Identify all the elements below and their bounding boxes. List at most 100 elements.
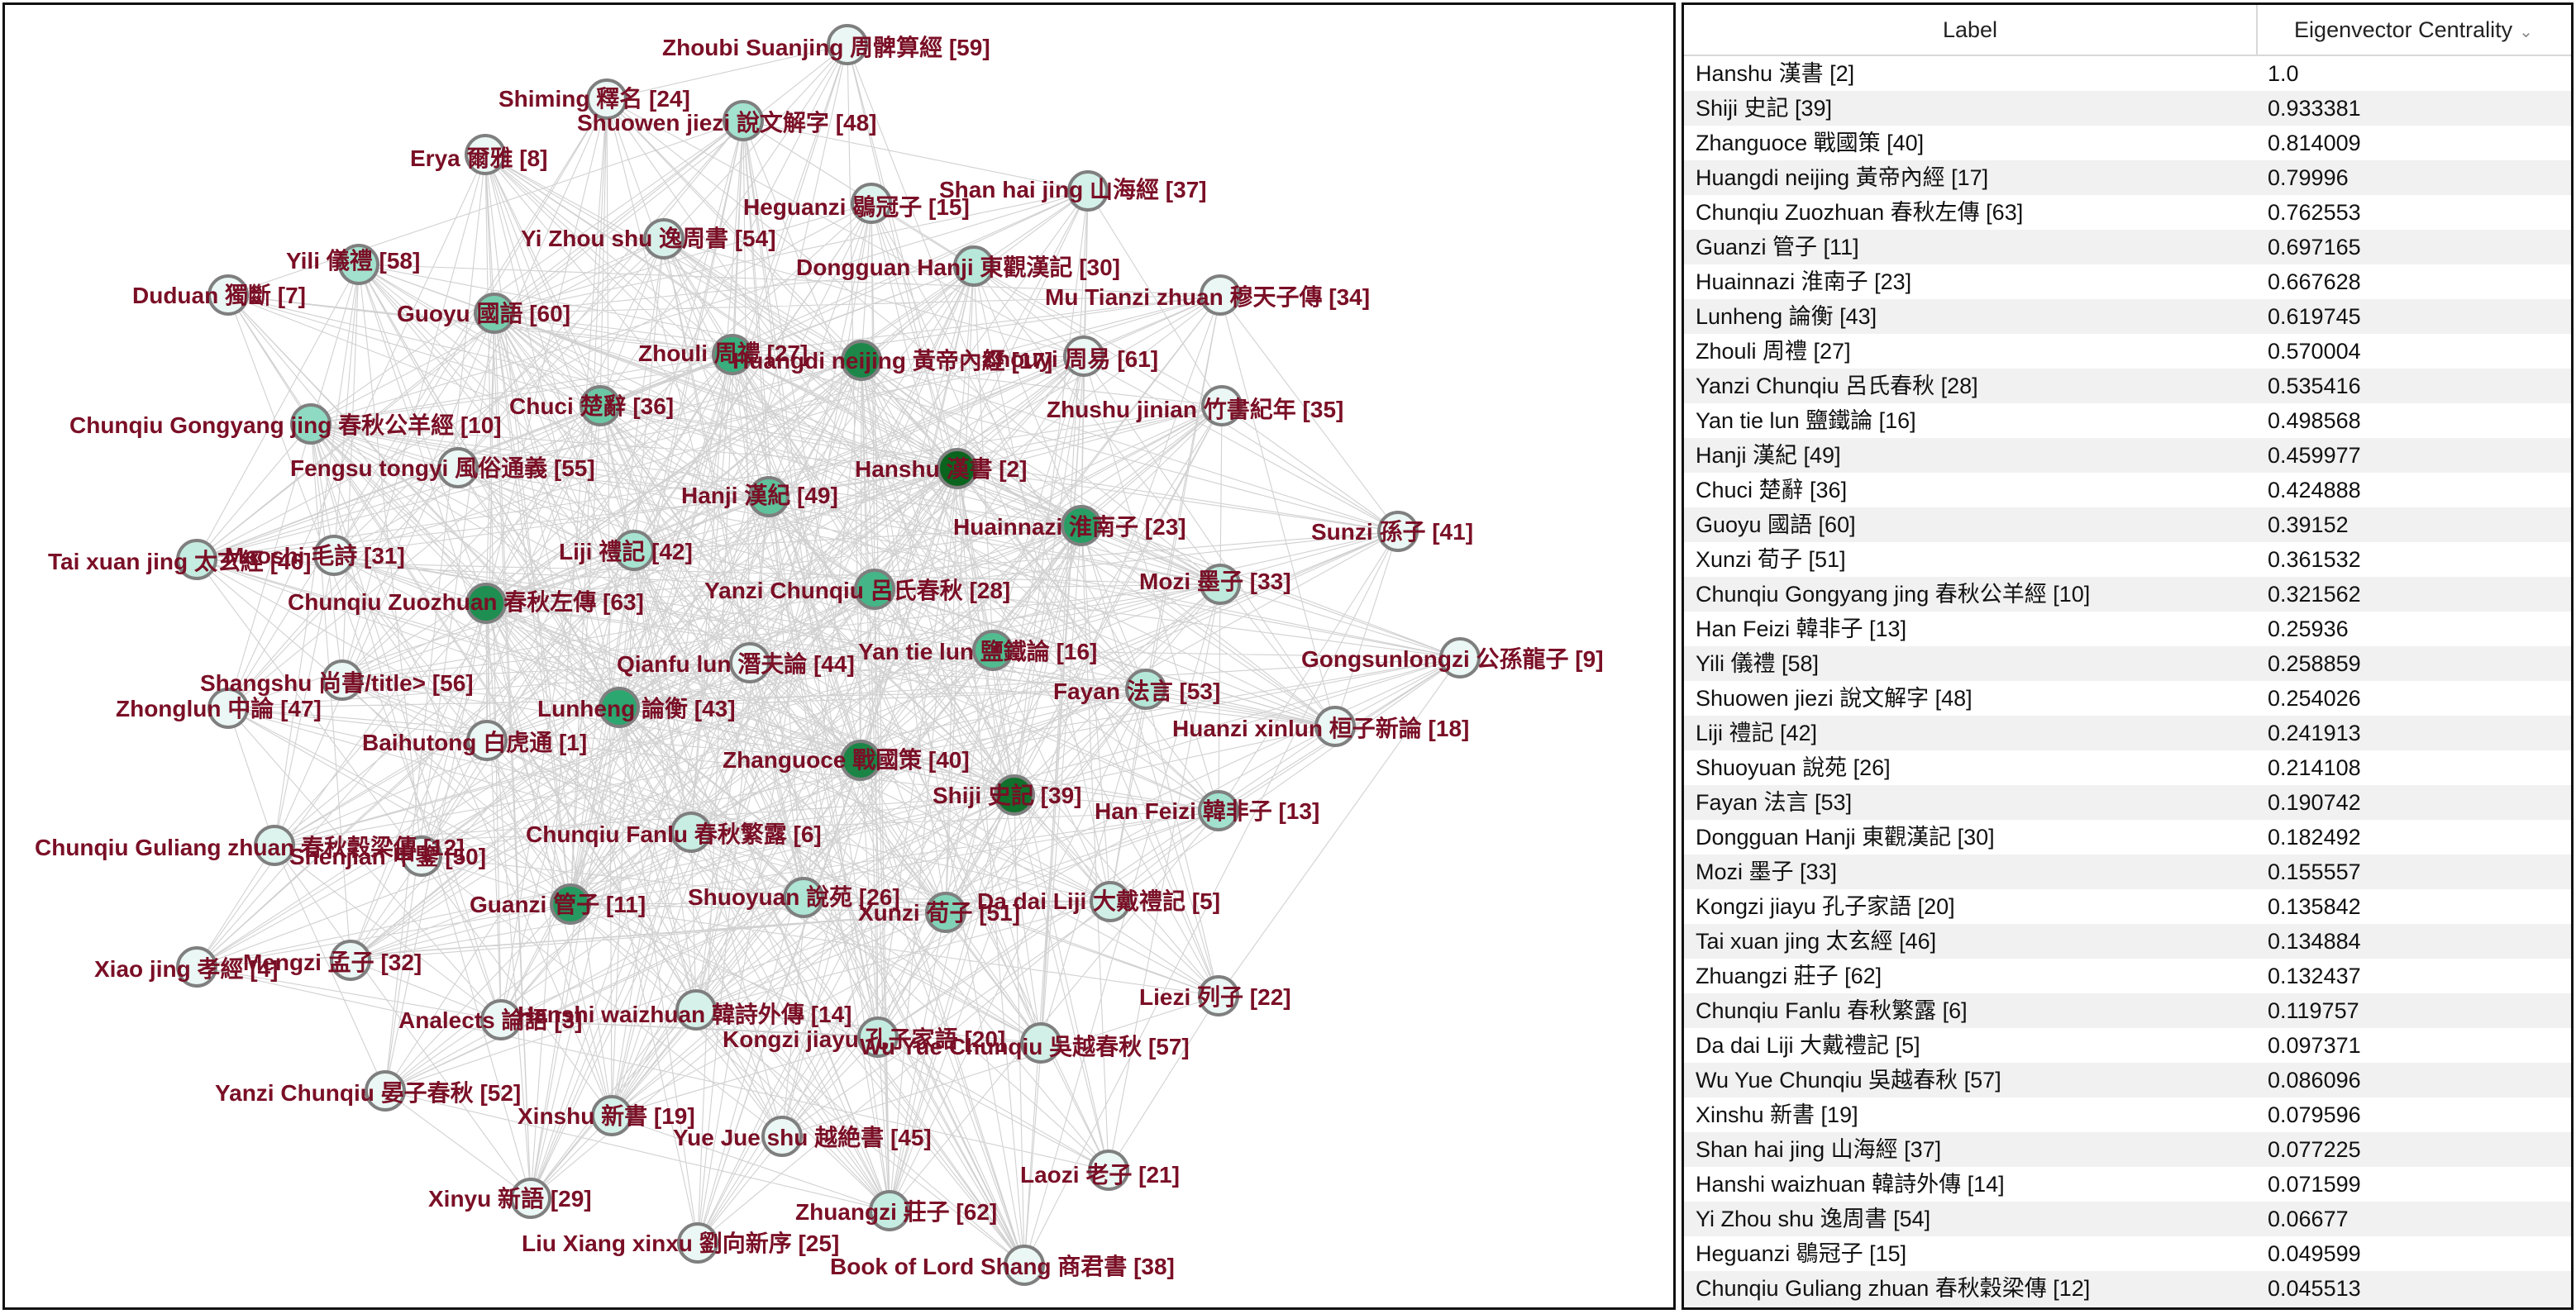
table-row[interactable]: Mozi 墨子 [33] 0.155557 [1684, 855, 2571, 889]
table-row[interactable]: Zhanguoce 戰國策 [40] 0.814009 [1684, 126, 2571, 160]
graph-node[interactable] [322, 659, 363, 701]
graph-node[interactable] [677, 1222, 718, 1264]
table-row[interactable]: Shan hai jing 山海經 [37] 0.077225 [1684, 1132, 2571, 1167]
table-row[interactable]: Xunzi 荀子 [51] 0.361532 [1684, 542, 2571, 577]
graph-node[interactable] [783, 877, 824, 918]
graph-node[interactable] [1125, 669, 1166, 710]
graph-node[interactable] [599, 687, 640, 728]
graph-node[interactable] [480, 999, 522, 1040]
table-row[interactable]: Zhouli 周禮 [27] 0.570004 [1684, 334, 2571, 369]
table-row[interactable]: Dongguan Hanji 東觀漢記 [30] 0.182492 [1684, 820, 2571, 855]
table-row[interactable]: Han Feizi 韓非子 [13] 0.25936 [1684, 612, 2571, 646]
graph-node[interactable] [1439, 637, 1481, 678]
table-row[interactable]: Shuoyuan 說苑 [26] 0.214108 [1684, 750, 2571, 785]
table-row[interactable]: Hanshi waizhuan 韓詩外傳 [14] 0.071599 [1684, 1167, 2571, 1202]
graph-node[interactable] [510, 1178, 551, 1219]
sort-chevron-icon[interactable]: ⌄ [2519, 23, 2533, 41]
graph-node[interactable] [1020, 1022, 1061, 1064]
column-header-eigenvector-centrality[interactable]: Eigenvector Centrality ⌄ [2294, 17, 2533, 42]
graph-node[interactable] [465, 583, 507, 624]
table-row[interactable]: Huangdi neijing 黃帝內經 [17] 0.79996 [1684, 160, 2571, 195]
graph-node[interactable] [972, 630, 1014, 671]
table-row[interactable]: Chunqiu Guliang zhuan 春秋穀梁傳 [12] 0.045513 [1684, 1271, 2571, 1306]
graph-node[interactable] [313, 535, 355, 576]
graph-node[interactable] [994, 774, 1035, 816]
graph-node[interactable] [1061, 505, 1102, 546]
graph-node[interactable] [176, 946, 217, 988]
graph-node[interactable] [401, 836, 442, 877]
graph-node[interactable] [761, 1116, 803, 1157]
graph-node[interactable] [586, 79, 627, 120]
graph-node[interactable] [729, 642, 770, 683]
table-row[interactable]: Chunqiu Zuozhuan 春秋左傳 [63] 0.762553 [1684, 195, 2571, 230]
graph-node[interactable] [580, 385, 621, 426]
table-row[interactable]: Chunqiu Gongyang jing 春秋公羊經 [10] 0.321562 [1684, 577, 2571, 612]
graph-node[interactable] [613, 530, 655, 571]
graph-node[interactable] [857, 1016, 899, 1058]
graph-node[interactable] [474, 293, 515, 334]
table-row[interactable]: Guanzi 管子 [11] 0.697165 [1684, 230, 2571, 264]
graph-node[interactable] [953, 245, 995, 287]
table-row[interactable]: Liji 禮記 [42] 0.241913 [1684, 716, 2571, 750]
table-row[interactable]: Huainnazi 淮南子 [23] 0.667628 [1684, 264, 2571, 299]
graph-node[interactable] [176, 539, 217, 580]
graph-node[interactable] [827, 24, 868, 65]
network-graph[interactable]: Zhoubi Suanjing 周髀算經 [59] Shiming 釋名 [24]… [5, 5, 1673, 1307]
table-row[interactable]: Wu Yue Chunqiu 吳越春秋 [57] 0.086096 [1684, 1063, 2571, 1097]
table-row[interactable]: Kongzi jiayu 孔子家語 [20] 0.135842 [1684, 889, 2571, 924]
graph-node[interactable] [1198, 975, 1239, 1016]
graph-node[interactable] [437, 447, 479, 488]
table-row[interactable]: Fayan 法言 [53] 0.190742 [1684, 785, 2571, 820]
graph-node[interactable] [670, 812, 712, 853]
graph-node[interactable] [851, 183, 892, 224]
graph-node[interactable] [330, 940, 371, 981]
graph-node[interactable] [854, 569, 895, 610]
table-row[interactable]: Heguanzi 鶡冠子 [15] 0.049599 [1684, 1236, 2571, 1271]
graph-node[interactable] [550, 883, 591, 925]
graph-node[interactable] [723, 100, 764, 141]
table-row[interactable]: Xinshu 新書 [19] 0.079596 [1684, 1097, 2571, 1132]
table-row[interactable]: Lunheng 論衡 [43] 0.619745 [1684, 299, 2571, 334]
graph-node[interactable] [925, 892, 966, 933]
table-row[interactable]: Yili 儀禮 [58] 0.258859 [1684, 646, 2571, 681]
table-row[interactable]: Yanzi Chunqiu 呂氏春秋 [28] 0.535416 [1684, 369, 2571, 403]
graph-node[interactable] [869, 1190, 910, 1231]
graph-node[interactable] [1377, 511, 1419, 552]
graph-node[interactable] [365, 1070, 406, 1112]
graph-node[interactable] [591, 1095, 632, 1136]
table-row[interactable]: Shiji 史記 [39] 0.933381 [1684, 91, 2571, 126]
table-row[interactable]: Zhuangzi 莊子 [62] 0.132437 [1684, 959, 2571, 993]
table-row[interactable]: Yan tie lun 鹽鐵論 [16] 0.498568 [1684, 403, 2571, 438]
graph-node[interactable] [1198, 790, 1239, 831]
graph-node[interactable] [643, 218, 685, 259]
table-row[interactable]: Guoyu 國語 [60] 0.39152 [1684, 507, 2571, 542]
network-graph-panel[interactable]: Zhoubi Suanjing 周髀算經 [59] Shiming 釋名 [24]… [2, 2, 1676, 1310]
table-row[interactable]: Shuowen jiezi 說文解字 [48] 0.254026 [1684, 681, 2571, 716]
graph-node[interactable] [1200, 274, 1241, 316]
graph-node[interactable] [1004, 1245, 1045, 1286]
graph-node[interactable] [466, 720, 508, 761]
graph-node[interactable] [465, 134, 506, 175]
graph-node[interactable] [1063, 336, 1104, 377]
table-row[interactable]: Da dai Liji 大戴禮記 [5] 0.097371 [1684, 1028, 2571, 1063]
graph-node[interactable] [1200, 564, 1241, 605]
graph-node[interactable] [1090, 881, 1131, 922]
table-row[interactable]: Yi Zhou shu 逸周書 [54] 0.06677 [1684, 1202, 2571, 1236]
graph-node[interactable] [1088, 1150, 1129, 1191]
graph-node[interactable] [712, 334, 753, 375]
graph-node[interactable] [748, 476, 789, 517]
graph-node[interactable] [208, 274, 249, 316]
graph-node[interactable] [1314, 706, 1356, 747]
table-row[interactable]: Chuci 楚辭 [36] 0.424888 [1684, 473, 2571, 507]
table-row[interactable]: Hanji 漢紀 [49] 0.459977 [1684, 438, 2571, 473]
table-row[interactable]: Tai xuan jing 太玄經 [46] 0.134884 [1684, 924, 2571, 959]
graph-node[interactable] [1201, 385, 1243, 426]
table-row[interactable]: Chunqiu Fanlu 春秋繁露 [6] 0.119757 [1684, 993, 2571, 1028]
graph-node[interactable] [208, 688, 249, 729]
graph-node[interactable] [840, 740, 881, 781]
graph-node[interactable] [338, 244, 379, 285]
column-header-label[interactable]: Label [1684, 5, 2258, 55]
graph-node[interactable] [1067, 170, 1109, 212]
graph-node[interactable] [841, 340, 882, 381]
graph-node[interactable] [675, 989, 717, 1031]
